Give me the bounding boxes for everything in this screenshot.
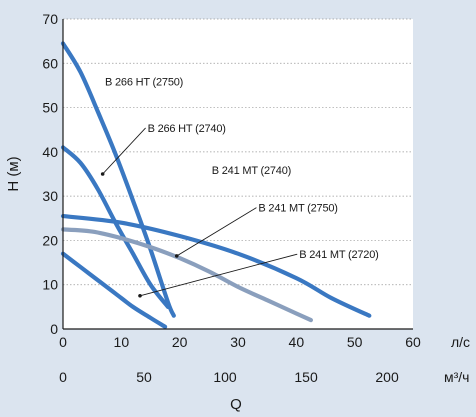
annotation-label: B 266 HT (2740)	[148, 123, 226, 135]
annotation-label: B 241 MT (2750)	[258, 203, 337, 215]
series-line-b-241-mt-2720	[60, 251, 168, 329]
annotation-label: B 241 MT (2740)	[212, 165, 291, 177]
annotation-label: B 241 MT (2720)	[299, 249, 378, 261]
annotation-label: B 266 HT (2750)	[105, 76, 183, 88]
y-tick-label: 20	[42, 232, 58, 248]
y-tick-label: 10	[42, 277, 58, 293]
x-tick-label: 50	[347, 334, 363, 350]
y-tick-label: 50	[42, 100, 58, 116]
y-tick-labels: 0 10 20 30 40 50 60 70	[42, 11, 58, 337]
x2-tick-label: 50	[136, 369, 152, 385]
series-lines	[60, 41, 372, 329]
series-line-b-241-mt-2740	[60, 214, 372, 318]
x2-tick-label: 100	[213, 369, 237, 385]
annotation-leader-dot	[138, 293, 142, 298]
x-tick-label: 0	[59, 334, 67, 350]
annotation-leader-dot	[174, 254, 179, 258]
y-tick-label: 0	[50, 321, 58, 337]
annotation-leader	[139, 253, 298, 297]
x-tick-label: 10	[114, 334, 130, 350]
y-tick-label: 70	[42, 11, 58, 27]
x-axis-units-secondary: м³/ч	[444, 369, 469, 385]
x-tick-label: 30	[230, 334, 246, 350]
x2-tick-label: 200	[375, 369, 399, 385]
y-tick-label: 40	[42, 144, 58, 160]
x2-tick-label: 150	[294, 369, 318, 385]
x-tick-labels: 0 10 20 30 40 50 60	[59, 334, 421, 350]
x-axis-title: Q	[230, 396, 242, 413]
x2-tick-label: 0	[59, 369, 67, 385]
x2-tick-labels: 0 50 100 150 200	[59, 369, 399, 385]
curve-annotations: B 266 HT (2750) B 266 HT (2740) B 241 MT (…	[100, 76, 379, 298]
annotation-leader	[102, 127, 146, 175]
y-axis-title: H (м)	[5, 156, 22, 191]
series-line-b-266-ht-2750	[60, 41, 176, 318]
x-axis-units-primary: л/с	[451, 334, 470, 350]
annotation-leader	[176, 207, 257, 257]
x-tick-label: 20	[172, 334, 188, 350]
x-tick-label: 60	[405, 334, 421, 350]
annotation-leader-dot	[100, 172, 105, 176]
y-tick-label: 30	[42, 188, 58, 204]
y-tick-label: 60	[42, 55, 58, 71]
x-tick-label: 40	[289, 334, 305, 350]
series-line-b-241-mt-2750	[60, 227, 313, 323]
